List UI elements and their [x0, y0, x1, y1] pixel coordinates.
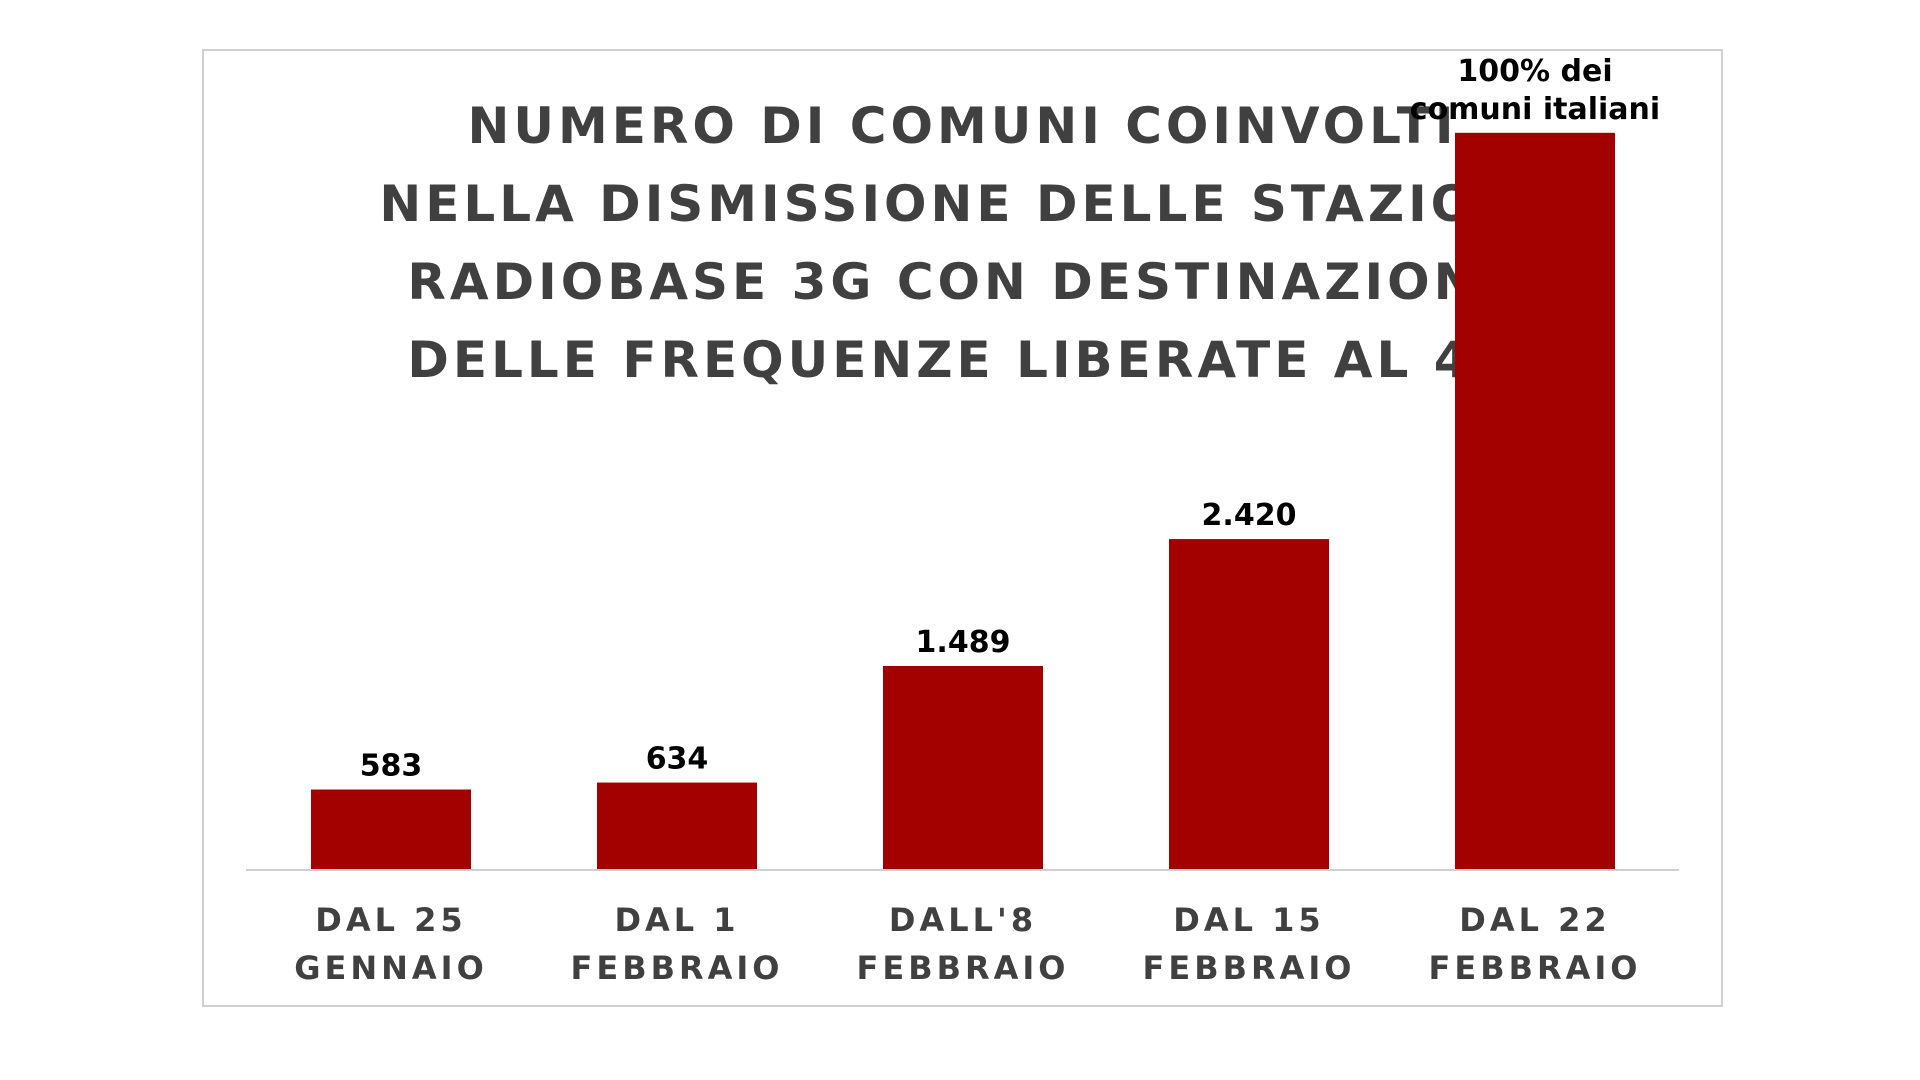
data-label-3: 1.489 — [916, 625, 1011, 660]
bar-2 — [597, 782, 757, 869]
bar-4 — [1169, 539, 1329, 869]
data-label-5: 100% dei comuni italiani — [1410, 54, 1660, 127]
chart-title-line-2: NELLA DISMISSIONE DELLE STAZIONI — [379, 175, 1546, 233]
category-label-4: DAL 15 FEBBRAIO — [1142, 901, 1355, 987]
category-label-3: DALL'8 FEBBRAIO — [856, 901, 1069, 987]
data-label-2: 634 — [646, 742, 709, 777]
bar-3 — [883, 665, 1043, 869]
bar-5 — [1455, 132, 1615, 870]
data-label-4: 2.420 — [1202, 498, 1297, 533]
chart-title-line-4: DELLE FREQUENZE LIBERATE AL 4G — [407, 331, 1518, 389]
bar-1 — [311, 789, 471, 869]
chart-frame: NUMERO DI COMUNI COINVOLTI NELLA DISMISS… — [202, 49, 1723, 1007]
chart-title-line-3: RADIOBASE 3G CON DESTINAZIONE — [407, 253, 1518, 311]
category-label-1: DAL 25 GENNAIO — [294, 901, 488, 987]
category-label-5: DAL 22 FEBBRAIO — [1428, 901, 1641, 987]
data-label-1: 583 — [360, 749, 423, 784]
category-label-2: DAL 1 FEBBRAIO — [570, 901, 783, 987]
bar-chart-plot: 583 DAL 25 GENNAIO 634 DAL 1 FEBBRAIO 1.489 DAL… — [246, 54, 1679, 987]
chart-title-line-1: NUMERO DI COMUNI COINVOLTI — [467, 97, 1458, 155]
chart-title: NUMERO DI COMUNI COINVOLTI NELLA DISMISS… — [204, 87, 1721, 399]
